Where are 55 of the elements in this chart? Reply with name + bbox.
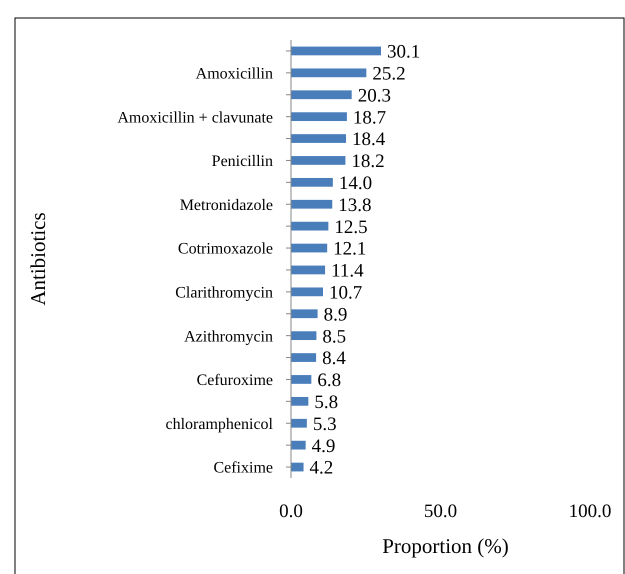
bar: [291, 244, 328, 252]
bar: [291, 331, 316, 340]
bar: [291, 309, 318, 318]
bar: [291, 266, 326, 274]
x-tick-label: 100.0: [568, 501, 612, 522]
data-label: 11.4: [331, 260, 364, 282]
data-label: 13.8: [338, 194, 372, 216]
data-label: 4.9: [312, 436, 336, 457]
data-label: 4.2: [310, 458, 334, 479]
bar: [291, 90, 352, 100]
data-label: 18.2: [351, 151, 385, 172]
y-tick-label: Cotrimoxazole: [178, 240, 273, 258]
y-tick-label: Cefixime: [213, 460, 273, 477]
y-tick-label: Amoxicillin + clavunate: [117, 109, 273, 126]
y-tick-label: Penicillin: [212, 153, 273, 170]
bar: [291, 418, 307, 428]
y-tick-label: Amoxicillin: [196, 65, 273, 82]
data-label: 8.5: [322, 326, 346, 348]
data-label: 18.4: [352, 129, 386, 150]
data-label: 6.8: [317, 370, 342, 392]
data-label: 18.7: [352, 107, 386, 128]
data-label: 5.8: [314, 392, 338, 413]
data-label: 5.3: [312, 414, 337, 435]
y-tick-label: Metronidazole: [180, 196, 273, 214]
bar: [291, 353, 316, 362]
bar: [291, 396, 308, 406]
bar: [291, 375, 312, 384]
data-label: 12.1: [333, 238, 366, 260]
data-label: 30.1: [387, 42, 420, 63]
x-axis-title: Proportion (%): [382, 534, 509, 558]
data-label: 20.3: [358, 85, 391, 106]
data-label: 10.7: [328, 282, 362, 304]
y-tick-label: Clarithromycin: [175, 284, 273, 302]
bar: [291, 112, 347, 122]
bar: [291, 462, 304, 472]
y-tick-label: Azithromycin: [184, 328, 273, 346]
data-label: 8.9: [324, 304, 348, 326]
bar: [291, 178, 333, 187]
data-label: 12.5: [334, 216, 368, 238]
bar: [291, 440, 306, 450]
bar: [291, 200, 332, 209]
x-tick-label: 50.0: [424, 501, 458, 522]
bar: [291, 156, 346, 165]
bar: [291, 68, 366, 78]
x-tick-label: 0.0: [279, 501, 303, 522]
y-tick-label: chloramphenicol: [165, 416, 274, 433]
y-axis-title: Antibiotics: [26, 212, 50, 306]
y-tick-label: Cefuroxime: [196, 372, 273, 390]
data-label: 25.2: [372, 64, 406, 84]
bar: [291, 134, 346, 143]
bar: [291, 46, 381, 56]
data-label: 14.0: [338, 173, 372, 194]
bar: [291, 222, 328, 231]
data-label: 8.4: [322, 348, 346, 370]
bar: [291, 287, 323, 296]
